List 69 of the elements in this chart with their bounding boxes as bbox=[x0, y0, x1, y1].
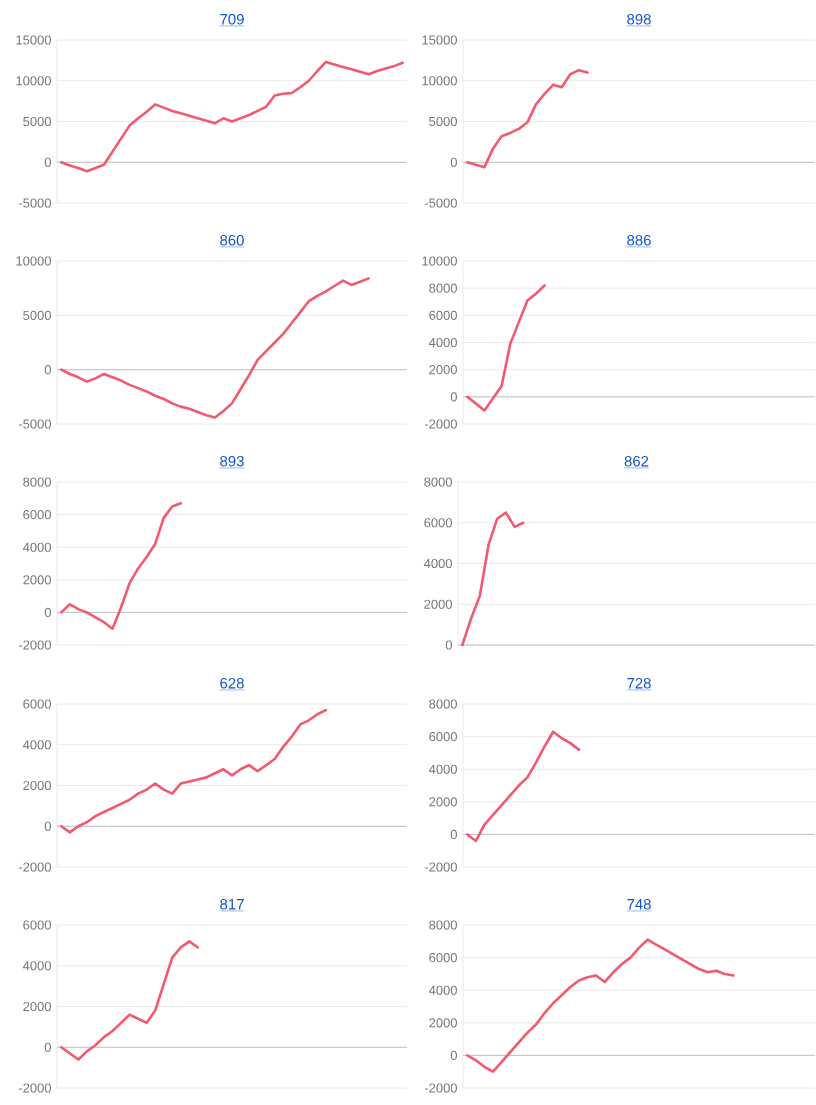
chart-title: 748 bbox=[627, 898, 651, 910]
y-tick-label: 6000 bbox=[23, 510, 51, 520]
line-series bbox=[465, 284, 546, 412]
y-tick-label: 0 bbox=[44, 157, 51, 167]
chart-title: 817 bbox=[220, 898, 244, 910]
y-tick-label: 0 bbox=[445, 640, 452, 650]
chart-title: 893 bbox=[220, 455, 244, 467]
y-tick-label: 0 bbox=[44, 607, 51, 617]
chart-title: 628 bbox=[220, 677, 244, 689]
y-tick-label: 0 bbox=[44, 821, 51, 831]
y-tick-label: 2000 bbox=[424, 599, 452, 609]
y-tick-label: 5000 bbox=[429, 116, 457, 127]
y-tick-label: 4000 bbox=[423, 558, 452, 569]
y-tick-label: 8000 bbox=[429, 699, 457, 709]
y-tick-label: 0 bbox=[450, 829, 457, 839]
y-tick-label: -2000 bbox=[18, 640, 51, 650]
chart-title: 860 bbox=[220, 234, 244, 246]
y-tick-label: 10000 bbox=[16, 76, 51, 86]
y-tick-label: -5000 bbox=[18, 419, 51, 429]
y-tick-label: -2000 bbox=[424, 1083, 457, 1093]
y-tick-label: 4000 bbox=[22, 542, 51, 552]
chart-title: 728 bbox=[627, 677, 651, 689]
y-tick-label: -5000 bbox=[18, 198, 51, 208]
y-tick-label: 2000 bbox=[429, 797, 457, 807]
line-series bbox=[461, 511, 525, 647]
y-tick-label: 6000 bbox=[429, 310, 457, 320]
y-tick-label: 5000 bbox=[23, 116, 51, 127]
y-tick-label: 0 bbox=[44, 365, 51, 375]
y-tick-label: 2000 bbox=[23, 1001, 51, 1012]
y-tick-label: 10000 bbox=[16, 256, 51, 266]
y-tick-label: 8000 bbox=[23, 477, 51, 487]
y-tick-label: 8000 bbox=[429, 920, 457, 930]
y-tick-label: 2000 bbox=[23, 780, 51, 791]
y-tick-label: 0 bbox=[44, 1042, 51, 1052]
y-tick-label: 2000 bbox=[429, 365, 457, 375]
y-tick-label: 4000 bbox=[428, 985, 457, 995]
y-tick-label: -2000 bbox=[424, 862, 457, 872]
y-tick-label: 8000 bbox=[429, 283, 457, 293]
chart-title: 862 bbox=[624, 455, 649, 467]
line-series bbox=[59, 501, 183, 631]
line-series bbox=[59, 277, 370, 419]
y-tick-label: 4000 bbox=[22, 961, 51, 971]
y-tick-label: 0 bbox=[450, 392, 457, 402]
y-tick-label: -5000 bbox=[424, 198, 457, 208]
y-tick-label: 4000 bbox=[428, 764, 457, 774]
y-tick-label: 15000 bbox=[422, 35, 457, 45]
y-tick-label: 8000 bbox=[424, 477, 452, 487]
y-tick-label: 4000 bbox=[22, 740, 51, 750]
y-tick-label: 10000 bbox=[422, 256, 457, 266]
y-tick-label: 10000 bbox=[422, 76, 457, 86]
y-tick-label: 0 bbox=[450, 157, 457, 167]
chart-title: 709 bbox=[220, 13, 244, 25]
y-tick-label: 6000 bbox=[23, 699, 51, 709]
y-tick-label: -2000 bbox=[18, 1083, 51, 1093]
chart-title: 898 bbox=[627, 13, 651, 25]
y-tick-label: 2000 bbox=[429, 1018, 457, 1028]
y-tick-label: 15000 bbox=[16, 35, 51, 45]
y-tick-label: 2000 bbox=[23, 575, 51, 585]
y-tick-label: -2000 bbox=[18, 862, 51, 872]
y-tick-label: 6000 bbox=[23, 920, 51, 930]
y-tick-label: 6000 bbox=[424, 518, 452, 528]
y-tick-label: 6000 bbox=[429, 732, 457, 742]
y-tick-label: 5000 bbox=[23, 310, 51, 320]
y-tick-label: 0 bbox=[450, 1050, 457, 1060]
chart-title: 886 bbox=[627, 234, 651, 246]
y-tick-label: 6000 bbox=[429, 953, 457, 963]
line-series bbox=[465, 730, 581, 843]
y-tick-label: 4000 bbox=[428, 337, 457, 348]
y-tick-label: -2000 bbox=[424, 419, 457, 429]
